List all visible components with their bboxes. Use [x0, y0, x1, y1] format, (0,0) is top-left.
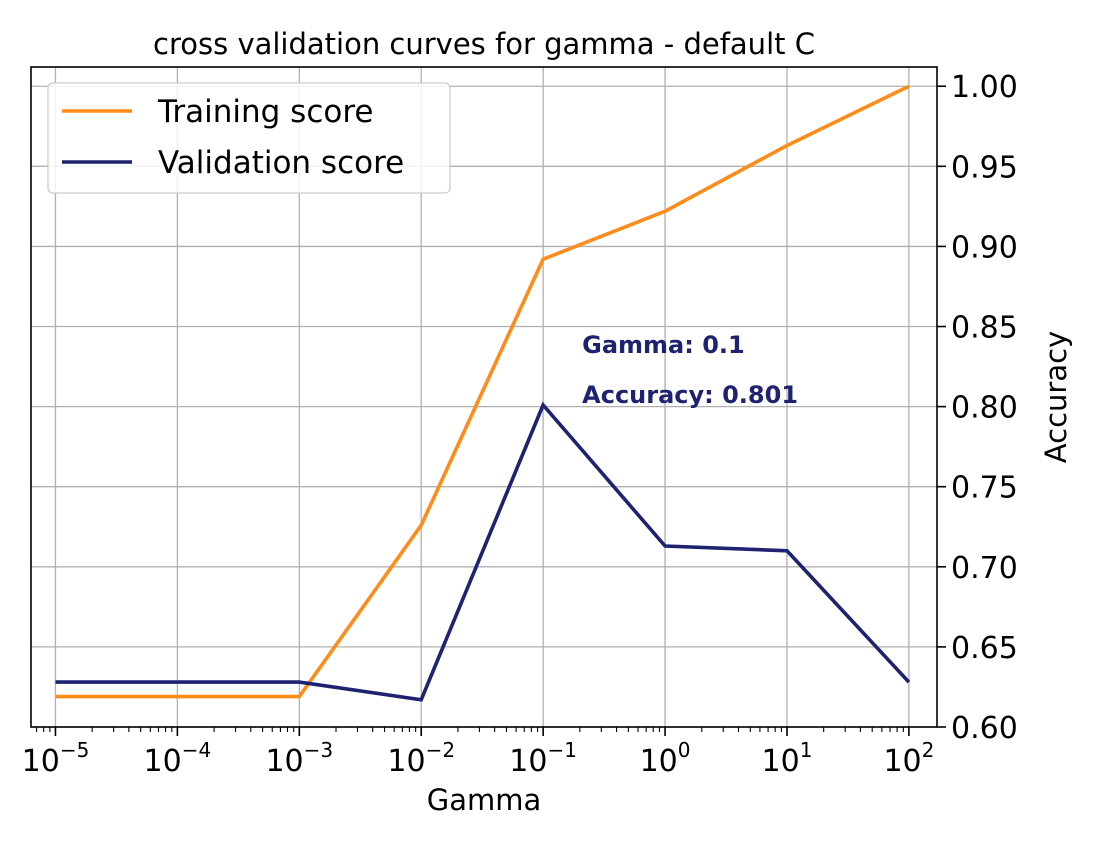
x-tick-label-base: 10	[762, 744, 800, 779]
x-tick-label-base: 10	[640, 744, 678, 779]
x-tick-label-base: 10	[144, 744, 182, 779]
grid	[31, 67, 937, 728]
data-point	[663, 209, 667, 213]
x-tick-label-base: 10	[883, 744, 921, 779]
chart-title: cross validation curves for gamma - defa…	[153, 27, 815, 61]
data-point	[419, 523, 423, 527]
data-point	[907, 84, 911, 88]
x-tick-label: 10−2	[387, 738, 455, 779]
x-tick-label: 10−3	[265, 738, 333, 779]
data-point	[785, 549, 789, 553]
x-tick-label-base: 10	[22, 744, 60, 779]
x-tick-label-exponent: −4	[182, 738, 211, 762]
series-line-validation-score	[55, 401, 911, 702]
x-tick-label: 102	[883, 738, 934, 779]
x-tick-label-exponent: 2	[922, 738, 935, 762]
x-axis-label: Gamma	[427, 783, 542, 817]
annotation: Gamma: 0.1 Accuracy: 0.801	[582, 331, 798, 409]
y-tick-label: 0.85	[951, 311, 1018, 346]
x-tick-label-exponent: 1	[800, 738, 813, 762]
x-tick-label: 100	[640, 738, 691, 779]
annotation-text: Gamma: 0.1	[582, 331, 745, 359]
x-tick-label: 101	[762, 738, 813, 779]
x-tick-label: 10−1	[509, 738, 577, 779]
x-tick-label-base: 10	[509, 744, 547, 779]
annotation-text: Accuracy: 0.801	[582, 381, 798, 409]
x-tick-label-exponent: −2	[426, 738, 455, 762]
x-tick-label: 10−5	[22, 738, 90, 779]
y-axis-label: Accuracy	[1039, 331, 1073, 463]
legend-label: Validation score	[158, 145, 404, 181]
x-tick-label-exponent: −3	[304, 738, 333, 762]
legend-box	[47, 82, 451, 194]
series-layer	[53, 84, 911, 702]
data-point	[541, 403, 545, 407]
data-point	[541, 257, 545, 261]
x-tick-label-exponent: −1	[547, 738, 576, 762]
y-tick-label: 0.75	[951, 471, 1018, 506]
series-line-training-score	[55, 84, 910, 699]
x-tick-label-exponent: −5	[60, 738, 89, 762]
plot-frame	[30, 66, 938, 728]
y-tick-label: 0.90	[951, 230, 1018, 265]
data-point	[297, 695, 301, 699]
y-tick-label: 0.60	[951, 711, 1018, 746]
legend-label: Training score	[157, 94, 373, 130]
data-point	[53, 695, 57, 699]
legend: Training score Validation score	[47, 82, 451, 194]
y-tick-label: 0.70	[951, 551, 1018, 586]
y-tick-label: 1.00	[951, 70, 1018, 105]
data-point	[663, 544, 667, 548]
x-tick-label-base: 10	[265, 744, 303, 779]
y-tick-label: 0.65	[951, 631, 1018, 666]
data-point	[785, 143, 789, 147]
data-point	[53, 680, 57, 684]
data-point	[419, 698, 423, 702]
y-tick-label: 0.80	[951, 391, 1018, 426]
x-tick-label: 10−4	[144, 738, 212, 779]
x-tick-label-exponent: 0	[678, 738, 691, 762]
axes: 10−5 10−4 10−3 10−2 10−1 100 101 1020.600.650.7…	[22, 70, 1018, 779]
y-tick-label: 0.95	[951, 150, 1018, 185]
data-point	[297, 680, 301, 684]
data-point	[175, 680, 179, 684]
x-tick-label-base: 10	[387, 744, 425, 779]
data-point	[175, 695, 179, 699]
data-point	[907, 680, 911, 684]
